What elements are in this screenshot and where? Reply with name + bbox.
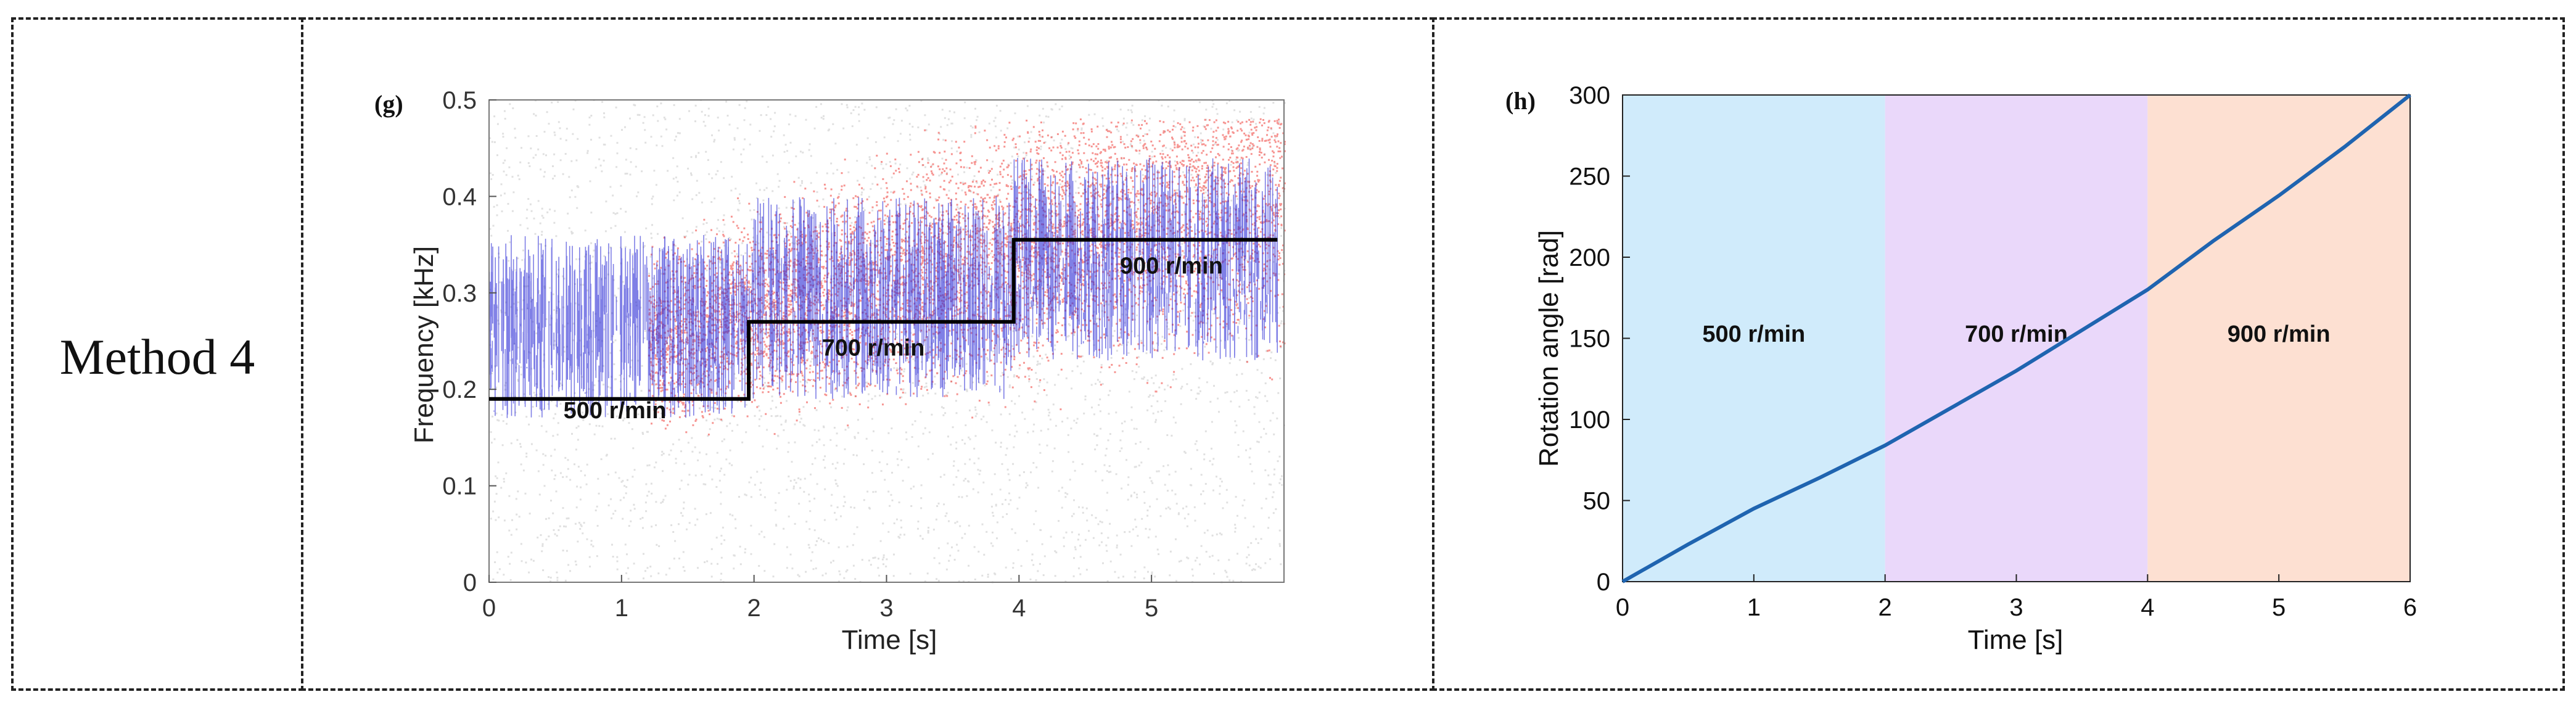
chart-g-ytick-label: 0.2: [442, 376, 477, 403]
chart-g-axes: 0 1 2 3 4 5 0 0.1 0.2 0.3 0.4 0.5: [442, 87, 1285, 622]
chart-h-series-line: [1621, 93, 2411, 583]
chart-h-xtick-label: 4: [2141, 594, 2154, 621]
chart-g-panel-label: (g): [374, 90, 403, 118]
chart-g-xtick-label: 0: [482, 595, 496, 622]
chart-g-ytick-label: 0.1: [442, 473, 477, 500]
chart-g-blue-streaks: [488, 158, 1278, 418]
chart-g-ytick-label: 0.5: [442, 87, 477, 114]
chart-g-xtick-label: 4: [1012, 595, 1026, 622]
chart-g-step-line: [489, 237, 1278, 401]
chart-g-xtick-label: 3: [879, 595, 893, 622]
method-label: Method 4: [59, 329, 255, 385]
chart-h-region-label: 500 r/min: [1702, 321, 1805, 347]
chart-h-region: [1885, 95, 2148, 582]
chart-g-annotations: 500 r/min 700 r/min 900 r/min: [564, 254, 1223, 424]
chart-g-annotation: 900 r/min: [1120, 254, 1223, 279]
chart-h-ylabel: Rotation angle [rad]: [1534, 230, 1564, 467]
chart-g-annotation: 700 r/min: [822, 335, 925, 361]
chart-h-xtick-label: 1: [1747, 594, 1761, 621]
chart-h-region-label: 700 r/min: [1965, 321, 2068, 347]
chart-h-ytick-label: 150: [1569, 326, 1610, 353]
chart-h-region: [1623, 95, 1885, 582]
chart-g-cell: (g) 0 1 2 3 4 5 0 0.1 0.2 0.3 0.4 0.5 500 r/min 700 …: [301, 17, 1434, 691]
method-label-cell: Method 4: [11, 17, 303, 691]
chart-g-ylabel: Frequency [kHz]: [409, 246, 439, 443]
chart-g-ytick-label: 0.3: [442, 280, 477, 307]
chart-h-ytick-label: 100: [1569, 406, 1610, 434]
chart-h-ytick-label: 0: [1597, 569, 1610, 596]
chart-h-regions: 500 r/min 700 r/min 900 r/min: [1623, 95, 2410, 582]
chart-h-ytick-label: 300: [1569, 82, 1610, 109]
chart-g-xtick-label: 1: [615, 595, 628, 622]
chart-g-xtick-label: 5: [1145, 595, 1158, 622]
chart-g-annotation: 500 r/min: [564, 398, 667, 424]
chart-g: (g) 0 1 2 3 4 5 0 0.1 0.2 0.3 0.4 0.5 500 r/min 700 …: [374, 87, 1286, 655]
chart-h-panel-label: (h): [1505, 87, 1536, 115]
chart-h-ytick-label: 250: [1569, 163, 1610, 191]
chart-g-ytick-label: 0.4: [442, 183, 477, 210]
chart-g-scatter-cloud: [488, 99, 1286, 583]
chart-h-xtick-label: 6: [2403, 594, 2417, 621]
chart-g-xtick-label: 2: [747, 595, 761, 622]
chart-h-xtick-label: 2: [1879, 594, 1892, 621]
chart-h-ytick-label: 50: [1583, 488, 1611, 515]
chart-g-ytick-label: 0: [463, 569, 477, 596]
chart-g-xlabel: Time [s]: [842, 625, 937, 655]
chart-h-xtick-label: 3: [2009, 594, 2023, 621]
chart-h-xlabel: Time [s]: [1968, 625, 2064, 655]
chart-h-xtick-label: 5: [2272, 594, 2286, 621]
chart-h-ytick-label: 200: [1569, 244, 1610, 271]
chart-h-region-label: 900 r/min: [2228, 321, 2331, 347]
chart-h-axes: 0 1 2 3 4 5 6 0 50 100 150 200 250 300: [1569, 82, 2417, 621]
chart-h-region: [2147, 95, 2410, 582]
chart-h: (h) 500 r/min 700 r/min 900 r/min 0 1 2 3 4 5 60…: [1505, 82, 2417, 655]
chart-h-xtick-label: 0: [1616, 594, 1629, 621]
